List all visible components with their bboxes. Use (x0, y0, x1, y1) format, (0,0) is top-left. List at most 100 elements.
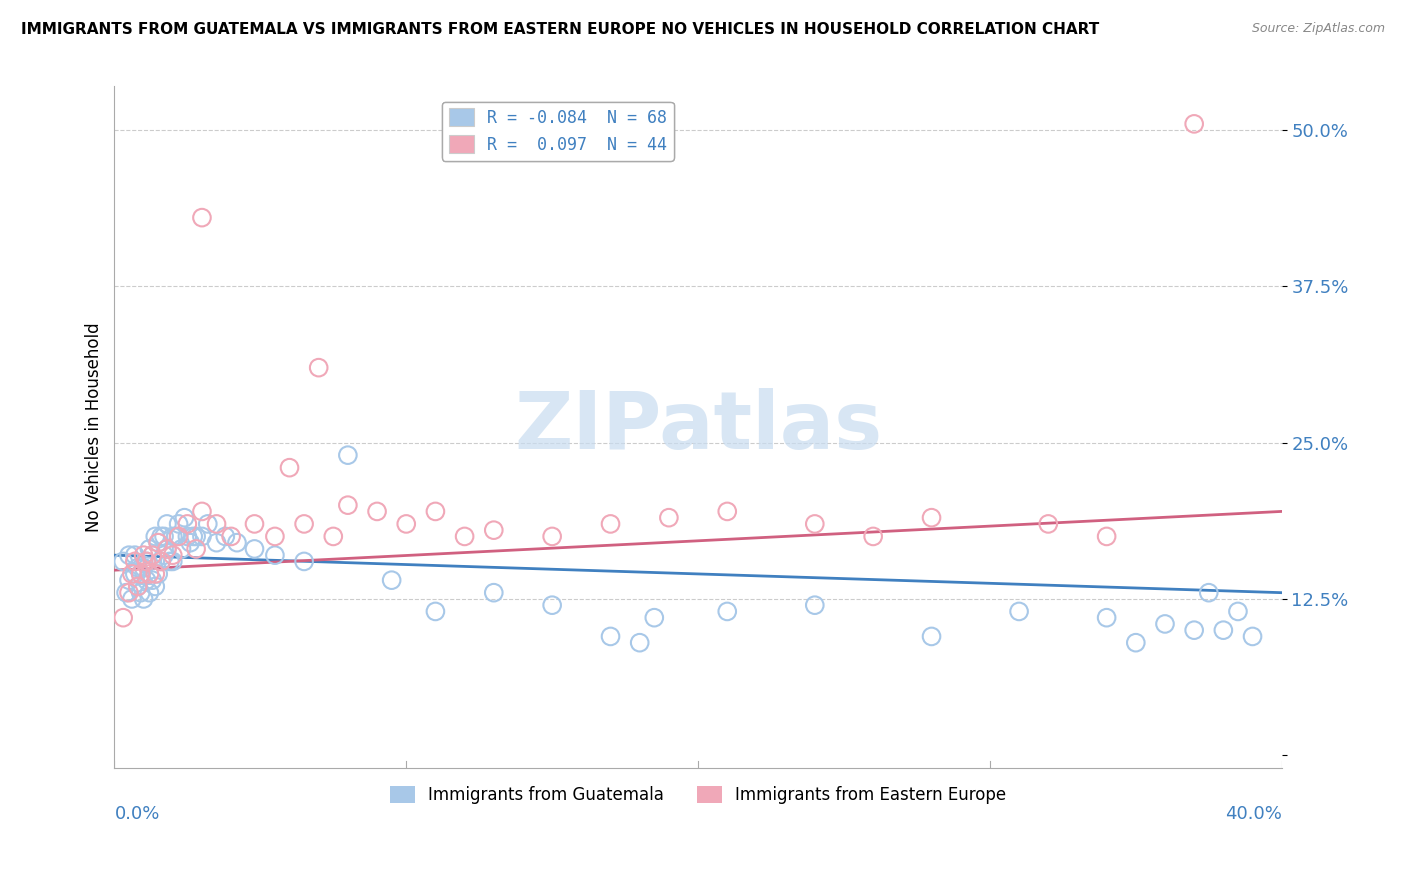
Point (1095, 610, 1118, 624)
Point (278, 460, 301, 475)
Point (197, 516, 219, 531)
Point (135, 573, 157, 587)
Point (716, 504, 738, 518)
Point (181, 529, 204, 543)
Point (191, 211, 214, 225)
Point (132, 591, 155, 606)
Point (118, 573, 141, 587)
Point (156, 516, 179, 531)
Point (1125, 636, 1147, 650)
Point (804, 516, 827, 531)
Point (1154, 616, 1177, 631)
Point (541, 598, 564, 612)
Point (482, 585, 505, 599)
Point (124, 548, 146, 562)
Point (127, 579, 149, 593)
Point (658, 510, 681, 524)
Point (141, 548, 163, 562)
Point (148, 535, 170, 549)
Point (121, 591, 143, 606)
Point (127, 560, 149, 574)
Point (115, 585, 138, 599)
Point (1212, 623, 1234, 637)
Point (804, 598, 827, 612)
Point (226, 535, 249, 549)
Point (148, 566, 170, 581)
Point (292, 554, 315, 568)
Point (159, 554, 181, 568)
Point (129, 566, 152, 581)
Point (132, 560, 155, 574)
Point (219, 529, 242, 543)
Point (366, 504, 388, 518)
Point (138, 585, 160, 599)
Point (308, 360, 330, 375)
Text: Source: ZipAtlas.com: Source: ZipAtlas.com (1251, 22, 1385, 36)
Point (148, 535, 170, 549)
Point (643, 610, 665, 624)
Text: IMMIGRANTS FROM GUATEMALA VS IMMIGRANTS FROM EASTERN EUROPE NO VEHICLES IN HOUSE: IMMIGRANTS FROM GUATEMALA VS IMMIGRANTS … (21, 22, 1099, 37)
Point (153, 529, 176, 543)
Point (381, 573, 404, 587)
Point (205, 535, 228, 549)
Point (170, 541, 193, 556)
Point (156, 541, 179, 556)
Point (124, 566, 146, 581)
Point (425, 504, 447, 518)
Point (599, 516, 621, 531)
Point (124, 554, 146, 568)
Point (162, 529, 184, 543)
Point (1226, 604, 1249, 618)
Point (184, 541, 207, 556)
Point (176, 529, 198, 543)
Point (162, 548, 184, 562)
Point (205, 516, 228, 531)
Point (191, 504, 214, 518)
Point (716, 604, 738, 618)
Point (336, 498, 359, 512)
Point (118, 585, 141, 599)
Point (176, 516, 198, 531)
Point (214, 529, 236, 543)
Point (143, 566, 166, 581)
Point (1038, 516, 1060, 531)
Text: 40.0%: 40.0% (1225, 805, 1282, 823)
Point (150, 554, 173, 568)
Point (138, 541, 160, 556)
Point (167, 529, 190, 543)
Point (167, 516, 190, 531)
Text: ZIPatlas: ZIPatlas (515, 388, 882, 466)
Y-axis label: No Vehicles in Household: No Vehicles in Household (86, 322, 103, 532)
Point (1095, 529, 1118, 543)
Point (150, 554, 173, 568)
Point (191, 529, 214, 543)
Point (336, 448, 359, 462)
Point (862, 529, 884, 543)
Text: 0.0%: 0.0% (114, 805, 160, 823)
Point (395, 516, 418, 531)
Point (243, 541, 266, 556)
Point (129, 585, 152, 599)
Point (1182, 117, 1205, 131)
Point (138, 566, 160, 581)
Point (628, 636, 651, 650)
Point (112, 610, 135, 624)
Point (132, 548, 155, 562)
Point (243, 516, 266, 531)
Point (156, 541, 179, 556)
Point (921, 510, 943, 524)
Point (482, 523, 505, 537)
Point (184, 529, 207, 543)
Point (264, 548, 287, 562)
Point (143, 579, 166, 593)
Point (129, 566, 152, 581)
Point (264, 529, 287, 543)
Point (322, 529, 344, 543)
Point (162, 554, 184, 568)
Point (143, 529, 166, 543)
Point (141, 573, 163, 587)
Legend: R = -0.084  N = 68, R =  0.097  N = 44: R = -0.084 N = 68, R = 0.097 N = 44 (441, 102, 673, 161)
Point (541, 529, 564, 543)
Point (153, 548, 176, 562)
Point (135, 554, 157, 568)
